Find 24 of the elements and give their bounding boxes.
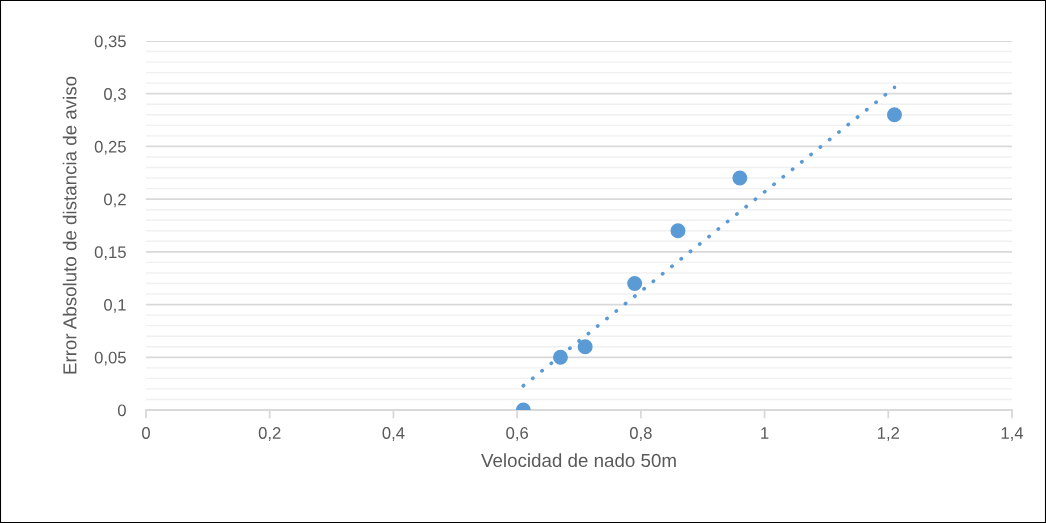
x-tick-label: 0,2 — [258, 427, 281, 441]
x-tick-label: 1,4 — [1001, 427, 1024, 441]
y-tick-label: 0,05 — [94, 351, 126, 366]
point — [732, 170, 748, 186]
point — [552, 349, 568, 365]
point — [670, 223, 686, 239]
y-tick-label: 0,3 — [104, 88, 126, 102]
x-tick-label: 0 — [142, 427, 150, 439]
y-tick-label: 0,2 — [104, 193, 126, 208]
x-tick-label: 0,8 — [629, 427, 652, 441]
point — [627, 276, 643, 291]
y-tick-label: 0 — [117, 404, 126, 417]
point — [887, 107, 902, 123]
y-tick-label: 0,35 — [94, 35, 126, 50]
x-tick-label: 0,4 — [382, 427, 405, 441]
y-axis-title: Error Absoluto de distancia de aviso — [62, 76, 77, 374]
y-tick-label: 0,1 — [104, 298, 126, 313]
x-axis-title: Velocidad de nado 50m — [481, 453, 676, 468]
x-tick-label: 1 — [761, 427, 769, 439]
x-tick-label: 0,6 — [506, 427, 528, 441]
y-tick-label: 0,25 — [94, 140, 126, 155]
point — [577, 339, 593, 355]
y-tick-label: 0,15 — [94, 246, 126, 261]
x-tick-label: 1,2 — [877, 427, 900, 441]
